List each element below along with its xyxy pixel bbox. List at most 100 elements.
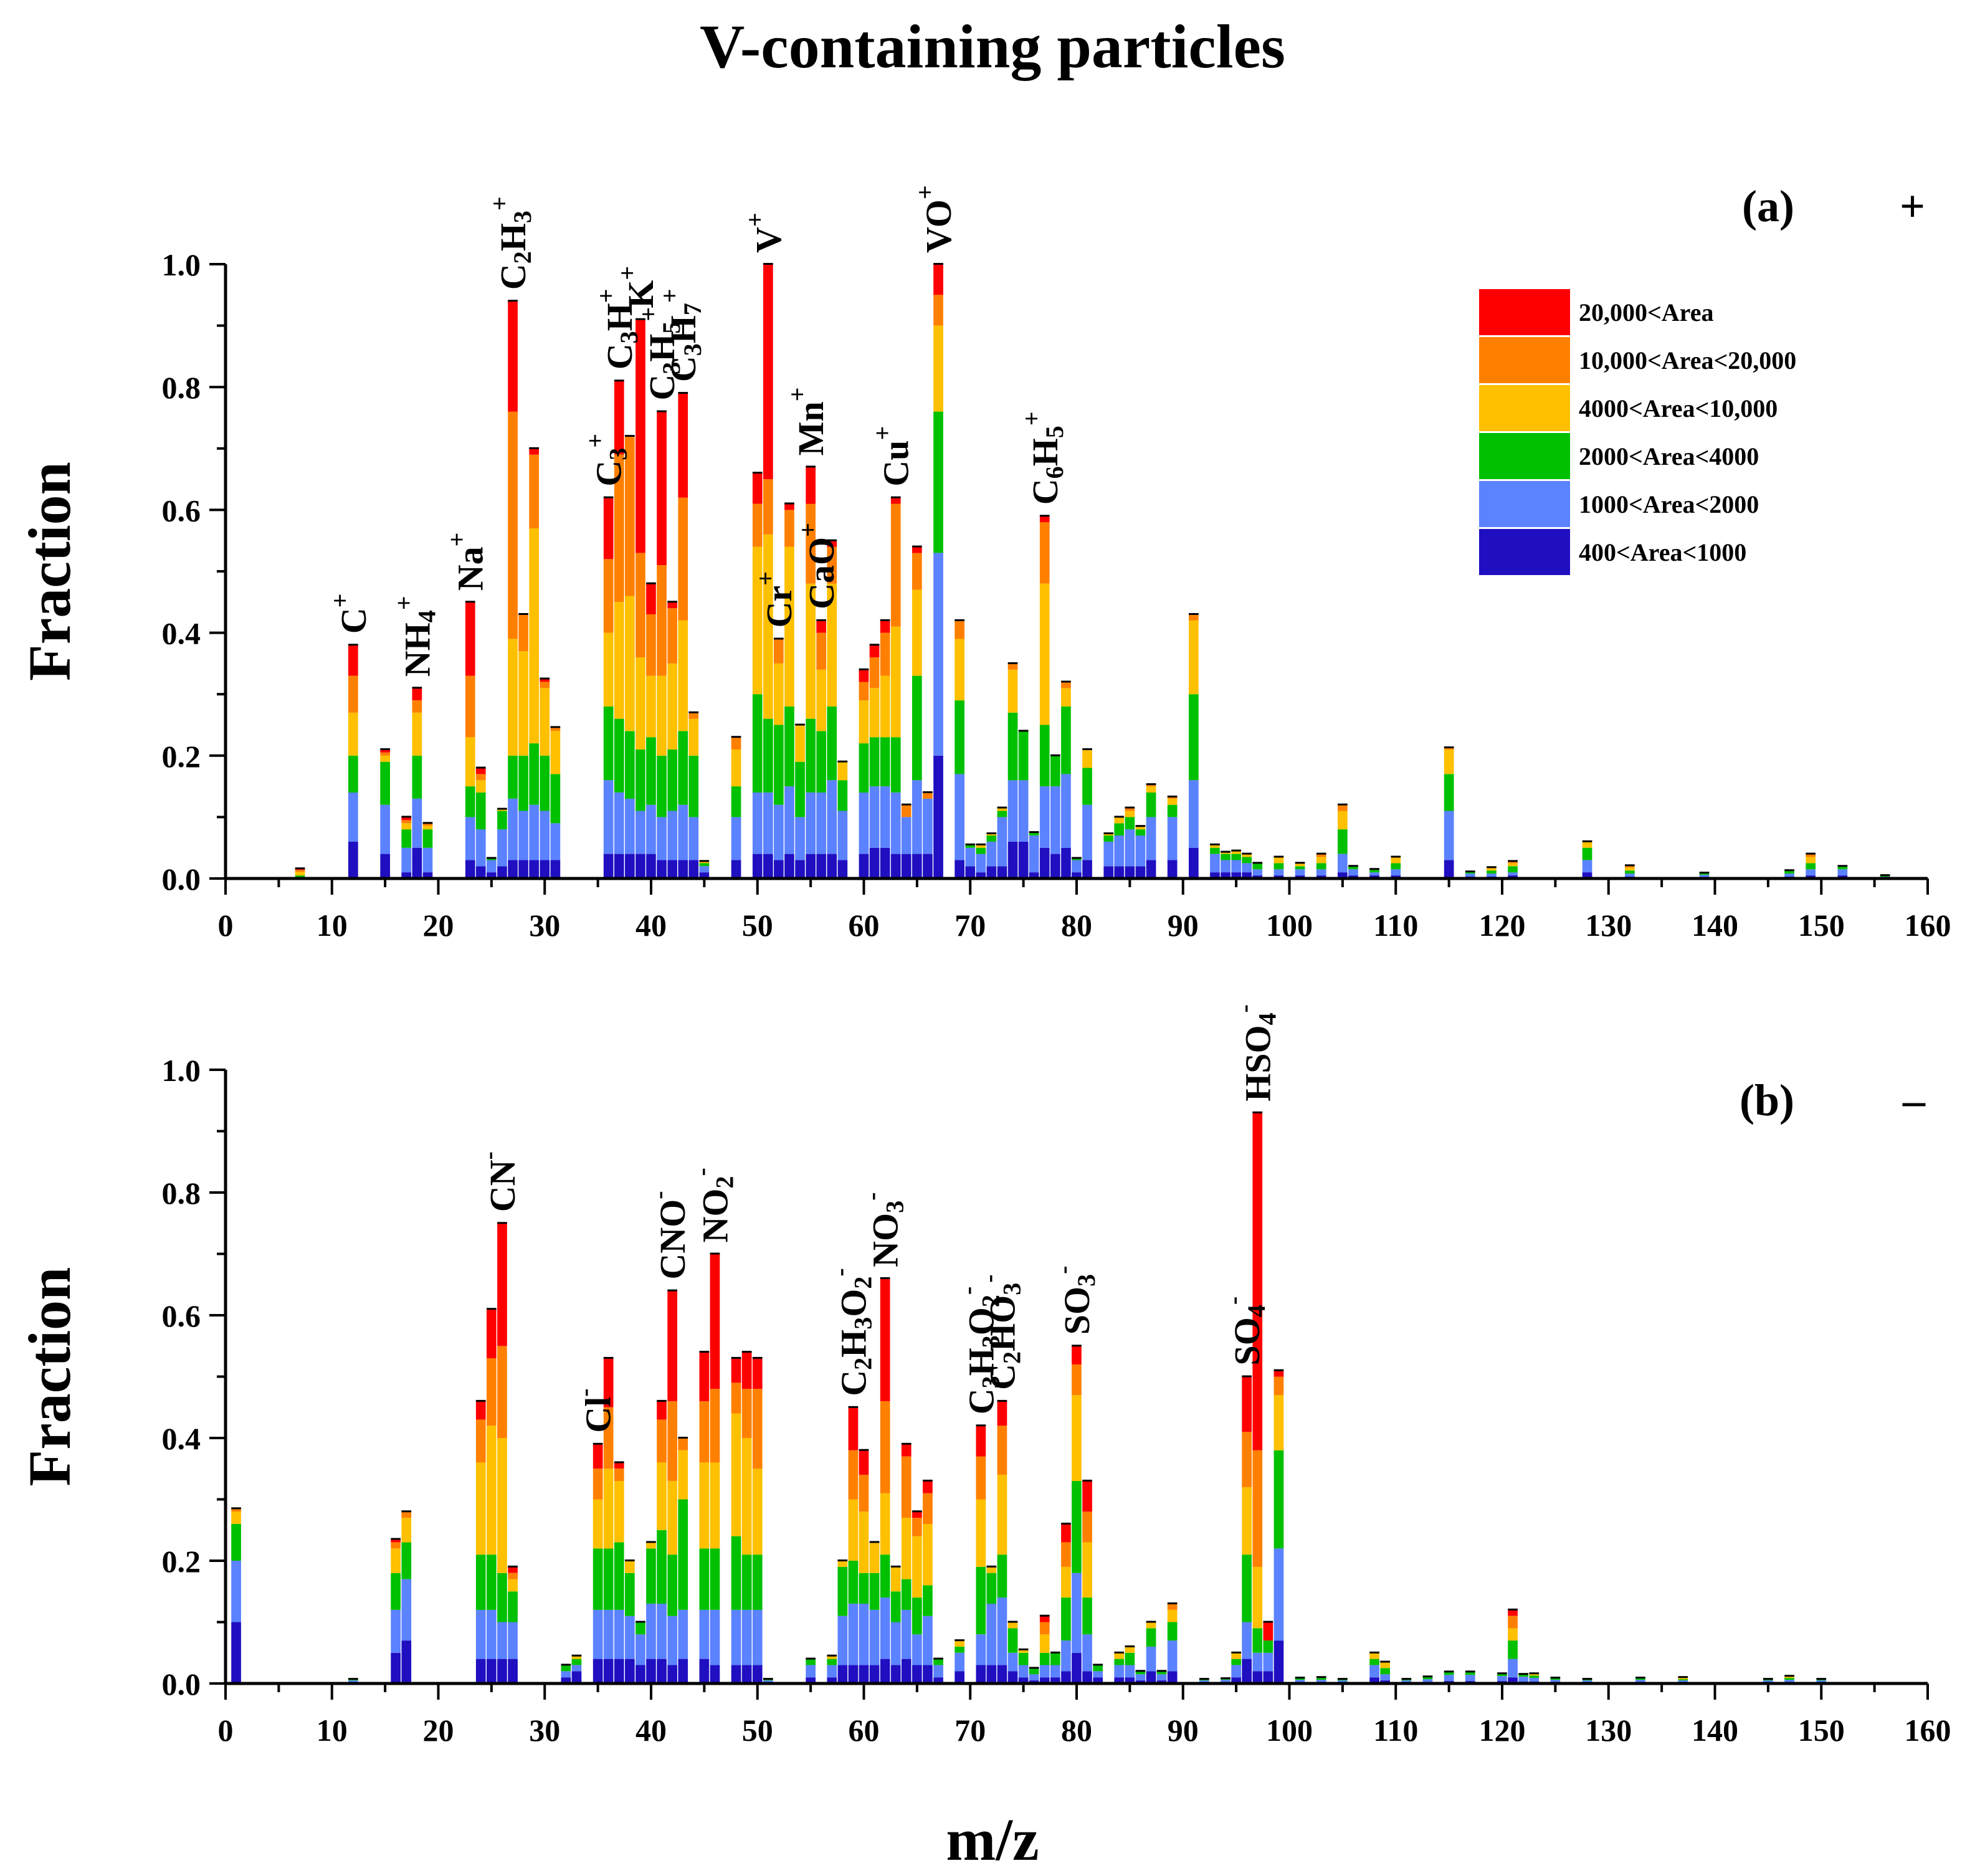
bar-mz74-area-10000-20000 <box>1007 663 1018 670</box>
bar-mz96-area-1000-2000 <box>1242 863 1252 873</box>
panel-a-y-axis-title: Fraction <box>16 462 83 681</box>
bar-mz105-area-10000-20000 <box>1338 804 1348 811</box>
bar-mz38-area-1000-2000 <box>625 798 635 854</box>
bar-mz74-area-400-1000 <box>1007 1671 1018 1683</box>
bar-mz38-area-1000-2000 <box>625 1616 635 1659</box>
bar-mz80-area-2000-4000 <box>1072 1480 1082 1573</box>
bar-mz50-area-2000-4000 <box>752 1555 763 1610</box>
bar-mz69-area-10000-20000 <box>954 620 964 639</box>
bar-mz27-area-1000-2000 <box>508 1622 518 1659</box>
bar-mz121-area-2000-4000 <box>1508 1640 1518 1659</box>
bar-mz15-area-10000-20000 <box>380 752 390 756</box>
bar-cap-mz38 <box>625 1559 635 1561</box>
bar-mz77-area-20000-plus <box>1039 516 1050 523</box>
bar-cap-mz85 <box>1125 1645 1135 1647</box>
peak-label-cl-minus: Cl- <box>571 1388 619 1432</box>
bar-mz121-area-2000-4000 <box>1508 866 1518 873</box>
bar-mz97-area-400-1000 <box>1252 1671 1263 1683</box>
bar-mz96-area-2000-4000 <box>1242 1555 1252 1622</box>
bar-mz66-area-1000-2000 <box>923 1616 933 1665</box>
bar-mz61-area-1000-2000 <box>869 786 880 848</box>
bar-mz79-area-20000-plus <box>1061 1523 1071 1543</box>
bar-mz24-area-1000-2000 <box>475 829 486 867</box>
panel-a-x-tick-label: 160 <box>1905 908 1951 943</box>
peak-label-cao-plus: CaO+ <box>794 523 842 609</box>
bar-mz97-area-2000-4000 <box>1252 863 1263 870</box>
bar-mz36-area-1000-2000 <box>603 1609 614 1659</box>
bar-mz41-area-10000-20000 <box>657 565 667 676</box>
bar-mz99-area-400-1000 <box>1273 1640 1284 1683</box>
bar-mz35-area-4000-10000 <box>593 1499 603 1549</box>
bar-mz73-area-400-1000 <box>997 866 1007 878</box>
bar-mz62-area-1000-2000 <box>880 1597 890 1659</box>
bar-cap-mz57 <box>827 539 837 541</box>
bar-mz46-area-2000-4000 <box>710 1548 720 1610</box>
bar-mz111-area-1000-2000 <box>1401 1680 1412 1683</box>
bar-cap-mz97 <box>1252 1111 1263 1113</box>
bar-mz109-area-2000-4000 <box>1380 1668 1390 1675</box>
bar-mz42-area-4000-10000 <box>667 1480 677 1555</box>
panel-a-x-tick-label: 140 <box>1692 908 1738 943</box>
bar-mz26-area-1000-2000 <box>497 1622 507 1659</box>
bar-cap-mz26 <box>497 1222 507 1224</box>
bar-mz28-area-10000-20000 <box>518 614 528 652</box>
bar-mz94-area-1000-2000 <box>1221 860 1231 873</box>
bar-mz89-area-2000-4000 <box>1167 804 1178 817</box>
bar-mz76-area-1000-2000 <box>1029 836 1039 873</box>
bar-mz83-area-4000-10000 <box>1103 834 1114 836</box>
bar-mz149-area-4000-10000 <box>1806 857 1816 864</box>
panel-b-polarity: – <box>1902 1075 1926 1125</box>
bar-mz43-area-400-1000 <box>678 860 688 878</box>
bar-mz40-area-1000-2000 <box>646 1603 656 1659</box>
bar-cap-mz67 <box>933 263 943 265</box>
bar-cap-mz122 <box>1518 1673 1528 1675</box>
bar-mz15-area-1000-2000 <box>380 804 390 854</box>
bar-mz66-area-400-1000 <box>923 1665 933 1683</box>
bar-cap-mz41 <box>657 1399 667 1402</box>
bar-mz85-area-1000-2000 <box>1125 829 1135 867</box>
bar-mz16-area-2000-4000 <box>391 1573 401 1610</box>
bar-mz61-area-4000-10000 <box>869 688 880 738</box>
bar-mz86-area-1000-2000 <box>1135 1674 1146 1680</box>
peak-label-cr-plus: Cr+ <box>751 571 799 627</box>
bar-mz59-area-400-1000 <box>848 1665 859 1683</box>
bar-mz37-area-400-1000 <box>614 854 624 878</box>
bar-mz17-area-400-1000 <box>401 1640 412 1683</box>
bar-mz75-area-400-1000 <box>1018 841 1029 878</box>
bar-mz128-area-400-1000 <box>1582 872 1592 878</box>
bar-mz65-area-2000-4000 <box>912 1597 922 1635</box>
bar-cap-mz76 <box>1029 1667 1039 1669</box>
bar-cap-mz30 <box>540 677 550 680</box>
bar-mz67-area-2000-4000 <box>933 411 943 553</box>
bar-mz67-area-1000-2000 <box>933 553 943 756</box>
peak-label-hso4-minus: HSO4- <box>1230 1004 1281 1102</box>
legend-swatch <box>1479 385 1570 431</box>
bar-cap-mz25 <box>487 857 497 859</box>
panel-b-y-tick-label: 0.0 <box>162 1667 201 1702</box>
bar-mz30-area-10000-20000 <box>540 682 550 688</box>
bar-mz117-area-2000-4000 <box>1465 1672 1475 1675</box>
bar-mz88-area-2000-4000 <box>1156 1671 1167 1675</box>
bar-mz108-area-1000-2000 <box>1369 872 1379 875</box>
bar-mz62-area-20000-plus <box>880 1278 890 1401</box>
bar-mz128-area-4000-10000 <box>1582 841 1592 848</box>
bar-mz70-area-2000-4000 <box>965 844 976 848</box>
bar-mz45-area-2000-4000 <box>699 863 710 867</box>
bar-mz51-area-10000-20000 <box>763 479 773 535</box>
bar-mz50-area-1000-2000 <box>752 1609 763 1665</box>
bar-mz96-area-2000-4000 <box>1242 857 1252 864</box>
panel-b-chart: (b) – 0 10 20 30 40 50 60 70 80 90 100 110 120 130 140… <box>16 1004 1951 1748</box>
bar-cap-mz72 <box>986 832 997 834</box>
bar-mz62-area-400-1000 <box>880 1659 890 1683</box>
bar-mz87-area-10000-20000 <box>1146 784 1156 787</box>
bar-mz110-area-4000-10000 <box>1391 857 1401 864</box>
legend-label: 1000<Area<2000 <box>1579 490 1759 518</box>
bar-mz25-area-400-1000 <box>487 1659 497 1683</box>
bar-cap-mz65 <box>912 1510 922 1513</box>
bar-mz73-area-4000-10000 <box>997 807 1007 811</box>
peak-label-no2-minus: NO2- <box>687 1168 738 1242</box>
bar-mz57-area-4000-10000 <box>827 1655 837 1659</box>
bar-cap-mz32 <box>561 1664 571 1666</box>
bar-mz24-area-2000-4000 <box>475 1555 486 1610</box>
bar-mz84-area-1000-2000 <box>1114 1665 1125 1678</box>
